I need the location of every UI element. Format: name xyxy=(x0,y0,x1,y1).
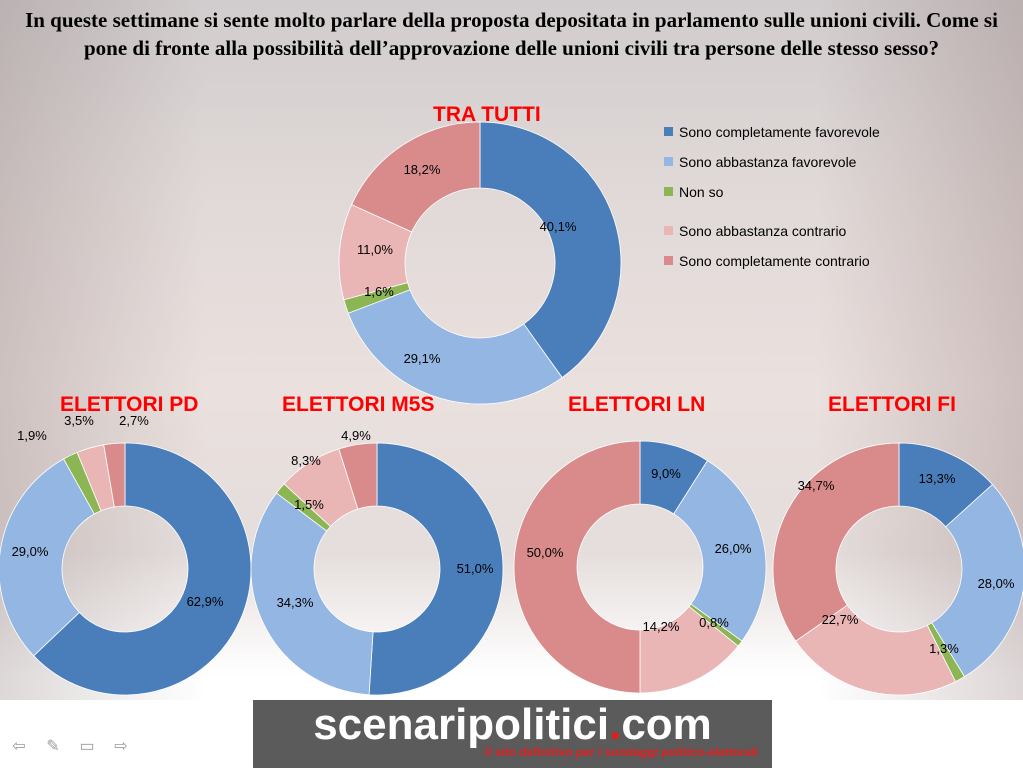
data-label-ln-0: 9,0% xyxy=(651,466,681,481)
legend-swatch xyxy=(664,157,673,166)
data-label-fi-0: 13,3% xyxy=(919,471,956,486)
legend-label: Non so xyxy=(679,184,724,200)
data-label-m5s-4: 4,9% xyxy=(341,428,371,443)
legend-label: Sono abbastanza favorevole xyxy=(679,154,857,170)
arrow-left-icon[interactable]: ⇦ xyxy=(12,738,26,755)
data-label-fi-1: 28,0% xyxy=(978,576,1015,591)
data-label-tutti-1: 29,1% xyxy=(404,351,441,366)
data-label-m5s-1: 34,3% xyxy=(277,595,314,610)
legend-item: Sono abbastanza contrario xyxy=(664,221,884,242)
pen-icon[interactable]: ✎ xyxy=(46,738,60,755)
chart-title-ln: ELETTORI LN xyxy=(568,393,706,416)
question-title: In queste settimane si sente molto parla… xyxy=(25,8,998,60)
legend-swatch xyxy=(664,127,673,136)
data-label-m5s-0: 51,0% xyxy=(457,561,494,576)
chart-title-pd: ELETTORI PD xyxy=(60,393,199,416)
donut-slice-ln-4 xyxy=(513,440,641,694)
data-label-pd-0: 62,9% xyxy=(187,594,224,609)
donut-slice-tutti-4 xyxy=(351,121,481,233)
chart-title-m5s: ELETTORI M5S xyxy=(282,393,435,416)
data-label-ln-1: 26,0% xyxy=(715,541,752,556)
data-label-tutti-0: 40,1% xyxy=(540,219,577,234)
brand-tld: com xyxy=(621,700,712,749)
donut-slice-fi-3 xyxy=(795,604,957,696)
donut-slice-pd-1 xyxy=(0,458,95,657)
donut-slice-fi-4 xyxy=(772,442,900,642)
data-label-m5s-3: 8,3% xyxy=(291,453,321,468)
slide-menu-icon[interactable]: ▭ xyxy=(79,738,95,755)
legend-swatch xyxy=(664,187,673,196)
brand-logo-text: scenaripolitici.com xyxy=(253,700,772,750)
legend-item: Sono completamente favorevole xyxy=(664,122,884,143)
chart-legend: Sono completamente favorevole Sono abbas… xyxy=(664,122,884,281)
data-label-ln-4: 50,0% xyxy=(527,545,564,560)
data-label-fi-3: 22,7% xyxy=(822,612,859,627)
brand-tagline: il sito definitivo per i sondaggi politi… xyxy=(484,745,758,759)
chart-title-tutti: TRA TUTTI xyxy=(433,103,541,126)
data-label-tutti-3: 11,0% xyxy=(357,242,393,257)
data-label-fi-2: 1,3% xyxy=(929,641,959,656)
data-label-pd-2: 1,9% xyxy=(17,428,47,443)
brand-dot: . xyxy=(609,700,622,749)
data-label-m5s-2: 1,5% xyxy=(294,497,324,512)
legend-item: Non so xyxy=(664,182,884,203)
slideshow-nav: ⇦ ✎ ▭ ⇨ xyxy=(8,738,132,756)
data-label-tutti-4: 18,2% xyxy=(404,162,441,177)
legend-item: Sono completamente contrario xyxy=(664,251,884,272)
donut-slice-ln-1 xyxy=(673,460,767,642)
donut-slice-pd-4 xyxy=(103,442,126,508)
legend-item: Sono abbastanza favorevole xyxy=(664,152,884,173)
data-label-pd-4: 2,7% xyxy=(119,413,149,428)
chart-title-fi: ELETTORI FI xyxy=(828,393,956,416)
legend-label: Sono completamente contrario xyxy=(679,253,870,269)
data-label-ln-2: 0,8% xyxy=(699,615,729,630)
legend-swatch xyxy=(664,256,673,265)
legend-label: Sono abbastanza contrario xyxy=(679,223,847,239)
legend-label: Sono completamente favorevole xyxy=(679,124,880,140)
data-label-pd-3: 3,5% xyxy=(64,413,94,428)
donut-slice-m5s-0 xyxy=(368,442,504,696)
scenaripolitici-banner: scenaripolitici.com il sito definitivo p… xyxy=(253,700,772,768)
legend-swatch xyxy=(664,226,673,235)
donut-slice-m5s-1 xyxy=(250,492,374,696)
data-label-tutti-2: 1,6% xyxy=(364,284,394,299)
donut-slice-tutti-1 xyxy=(347,289,563,405)
donut-slice-fi-1 xyxy=(931,483,1023,678)
donut-slice-m5s-4 xyxy=(338,442,378,510)
data-label-ln-3: 14,2% xyxy=(643,619,680,634)
brand-main: scenaripolitici xyxy=(313,700,610,749)
data-label-pd-1: 29,0% xyxy=(12,544,49,559)
data-label-fi-4: 34,7% xyxy=(798,478,835,493)
donut-slice-pd-0 xyxy=(33,442,252,696)
arrow-right-icon[interactable]: ⇨ xyxy=(114,738,128,755)
donut-slice-tutti-0 xyxy=(479,121,622,379)
